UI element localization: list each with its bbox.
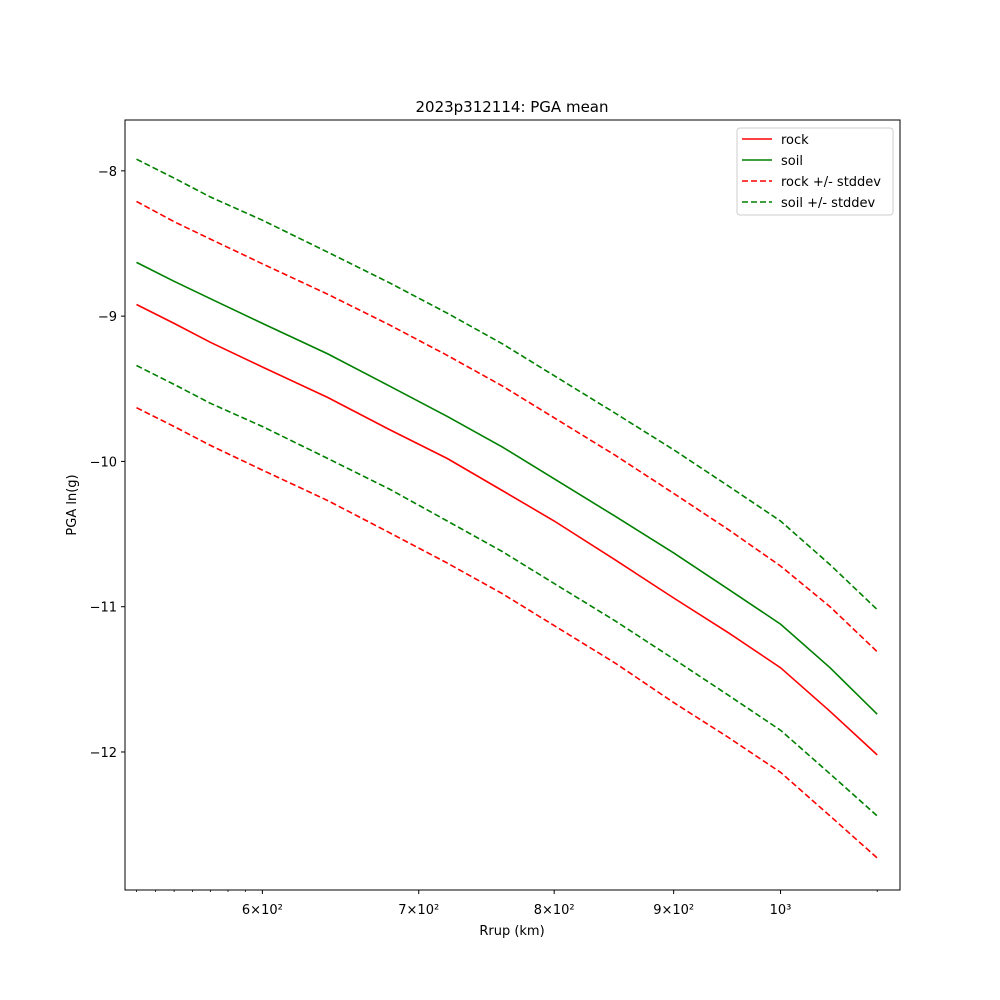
y-tick-label: −12 xyxy=(90,746,117,761)
series-line-5-stddev-lower xyxy=(136,364,878,817)
legend-label: rock xyxy=(781,133,809,148)
series-line-0-rock xyxy=(136,303,878,756)
legend-box xyxy=(736,127,894,216)
series-line-2-rock-stddev xyxy=(136,200,878,653)
series-line-4-soil-stddev xyxy=(136,158,878,611)
y-tick-label: −8 xyxy=(98,165,117,180)
x-axis-ticks: 6×10² 7×10² 8×10² 9×10² 10³ xyxy=(136,890,878,918)
y-tick-label: −9 xyxy=(98,310,117,325)
plot-frame xyxy=(124,119,901,891)
series-layer xyxy=(136,158,878,859)
x-tick-label: 9×10² xyxy=(653,903,694,918)
x-tick-label: 7×10² xyxy=(398,903,439,918)
y-tick-label: −10 xyxy=(90,455,117,470)
series-line-1-soil xyxy=(136,261,878,715)
legend-label: soil xyxy=(781,154,803,169)
legend-label: soil +/- stddev xyxy=(781,196,876,211)
x-tick-label: 10³ xyxy=(770,903,792,918)
series-line-3-stddev-lower xyxy=(136,406,878,859)
x-tick-label: 8×10² xyxy=(534,903,575,918)
chart-title: 2023p312114: PGA mean xyxy=(415,98,608,116)
y-axis-ticks: −8 −9 −10 −11 −12 xyxy=(90,165,125,761)
x-tick-label: 6×10² xyxy=(242,903,283,918)
legend-label: rock +/- stddev xyxy=(781,175,881,190)
y-tick-label: −11 xyxy=(90,601,117,616)
legend: rock soil rock +/- stddev soil +/- stddev xyxy=(736,127,894,216)
x-axis-label: Rrup (km) xyxy=(479,924,544,939)
y-axis-label: PGA ln(g) xyxy=(65,474,80,535)
